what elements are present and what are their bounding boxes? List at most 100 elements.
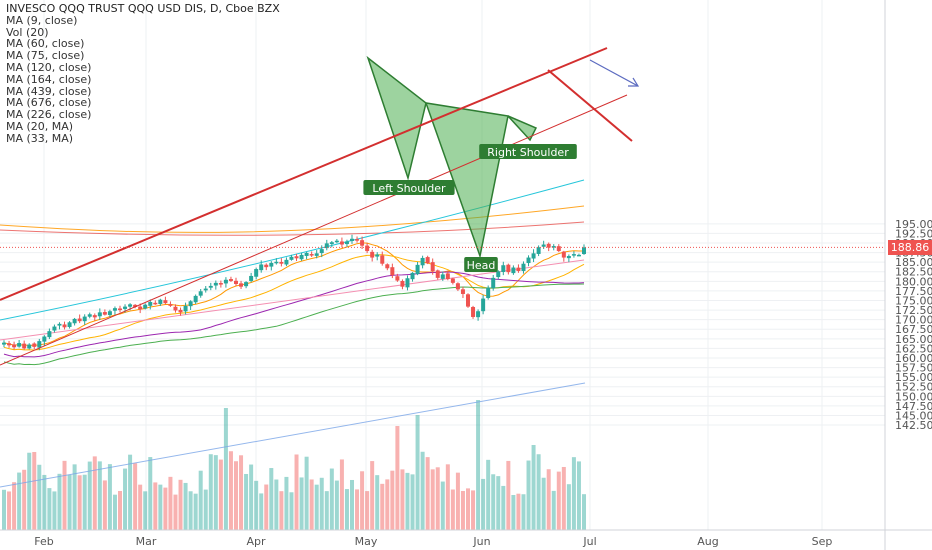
y-tick-label: 175.00 bbox=[895, 294, 932, 307]
candle-body bbox=[445, 273, 450, 280]
candle-body bbox=[516, 267, 521, 271]
ma-75-line bbox=[3, 283, 585, 366]
y-tick-label: 147.50 bbox=[895, 400, 932, 413]
volume-bar bbox=[249, 464, 254, 530]
candle-body bbox=[17, 343, 22, 347]
volume-bar bbox=[551, 490, 556, 530]
projection-arrowhead bbox=[628, 77, 640, 87]
candle-body bbox=[208, 285, 213, 288]
candle-body bbox=[486, 287, 491, 299]
volume-bar bbox=[203, 489, 208, 530]
indicator-vol-20[interactable]: Vol (20) bbox=[6, 25, 49, 39]
trendlines bbox=[0, 47, 885, 366]
label-right-shoulder: Right Shoulder bbox=[487, 146, 569, 159]
candle-body bbox=[244, 282, 249, 287]
indicator-ma-439[interactable]: MA (439, close) bbox=[6, 84, 92, 98]
candle-body bbox=[294, 256, 299, 259]
volume-bar bbox=[521, 494, 526, 530]
volume-bar bbox=[97, 461, 102, 530]
candlesticks bbox=[2, 234, 586, 351]
volume-bar bbox=[360, 471, 365, 530]
volume-bar bbox=[471, 490, 476, 530]
candle-body bbox=[158, 299, 163, 304]
volume-bar bbox=[576, 461, 581, 530]
volume-bar bbox=[390, 470, 395, 530]
candle-body bbox=[551, 246, 556, 248]
left-shoulder-shape bbox=[366, 55, 427, 181]
volume-bar bbox=[506, 460, 511, 530]
candle-body bbox=[62, 324, 67, 328]
candle-body bbox=[284, 259, 289, 265]
candle-body bbox=[410, 272, 415, 280]
indicator-ma-60[interactable]: MA (60, close) bbox=[6, 37, 85, 51]
volume-bar bbox=[138, 484, 143, 530]
volume-bar bbox=[128, 454, 133, 530]
indicator-ma-676[interactable]: MA (676, close) bbox=[6, 96, 92, 110]
volume-bar bbox=[466, 488, 470, 530]
candle-body bbox=[566, 256, 571, 259]
volume-bar bbox=[92, 456, 97, 530]
volume-bar bbox=[259, 493, 264, 530]
indicator-ma-75[interactable]: MA (75, close) bbox=[6, 49, 85, 63]
candle-body bbox=[476, 311, 481, 318]
candle-body bbox=[289, 256, 294, 260]
candle-body bbox=[304, 252, 309, 256]
volume-bar bbox=[123, 468, 128, 530]
volume-bar bbox=[314, 484, 319, 530]
candle-body bbox=[239, 283, 244, 287]
candle-body bbox=[556, 246, 561, 252]
volume-bar bbox=[22, 469, 27, 530]
volume-bar bbox=[133, 463, 138, 530]
head-shape bbox=[424, 102, 509, 259]
volume-bar bbox=[7, 491, 12, 530]
volume-bar bbox=[496, 476, 501, 530]
indicator-ma-20-ma[interactable]: MA (20, MA) bbox=[6, 119, 74, 133]
label-head: Head bbox=[467, 259, 496, 272]
y-tick-label: 180.00 bbox=[895, 275, 932, 288]
candle-body bbox=[455, 283, 460, 290]
volume-bar bbox=[365, 491, 370, 530]
candle-body bbox=[279, 261, 284, 264]
volume-bar bbox=[440, 481, 445, 530]
y-tick-label: 157.50 bbox=[895, 362, 932, 375]
candle-body bbox=[112, 308, 117, 311]
volume-bar bbox=[541, 477, 546, 530]
indicator-ma-226[interactable]: MA (226, close) bbox=[6, 108, 92, 122]
label-right-shoulder-bg bbox=[479, 144, 577, 159]
volume-bar bbox=[334, 480, 339, 530]
candle-body bbox=[234, 280, 238, 285]
candle-body bbox=[2, 342, 6, 345]
candle-body bbox=[259, 264, 264, 271]
candle-body bbox=[27, 344, 32, 349]
indicator-ma-120[interactable]: MA (120, close) bbox=[6, 60, 92, 74]
volume-bar bbox=[556, 471, 561, 530]
indicator-ma-33-ma[interactable]: MA (33, MA) bbox=[6, 131, 74, 145]
volume-bar bbox=[455, 472, 460, 530]
volume-bar bbox=[425, 457, 430, 530]
indicator-ma-9[interactable]: MA (9, close) bbox=[6, 13, 78, 27]
volume-bar bbox=[107, 464, 112, 530]
candle-body bbox=[355, 239, 360, 241]
indicator-ma-164[interactable]: MA (164, close) bbox=[6, 72, 92, 86]
candle-body bbox=[350, 238, 354, 241]
volume-bar bbox=[153, 482, 158, 530]
candle-body bbox=[82, 316, 87, 322]
volume-bar bbox=[299, 477, 304, 530]
volume-bar bbox=[239, 455, 244, 530]
ma-164-line bbox=[0, 221, 585, 236]
candle-body bbox=[329, 242, 334, 245]
candle-body bbox=[198, 291, 203, 296]
ascending-trendline bbox=[0, 47, 608, 301]
candle-body bbox=[47, 331, 52, 338]
candle-body bbox=[188, 301, 193, 307]
volume-bar bbox=[173, 494, 178, 530]
volume-bar bbox=[218, 459, 223, 530]
volume-bar bbox=[516, 493, 521, 530]
ma-439-line bbox=[0, 259, 585, 341]
candle-body bbox=[37, 341, 42, 348]
candle-body bbox=[405, 278, 410, 288]
x-tick-label: Apr bbox=[246, 535, 266, 548]
candle-body bbox=[344, 241, 349, 245]
volume-bar bbox=[582, 494, 586, 530]
